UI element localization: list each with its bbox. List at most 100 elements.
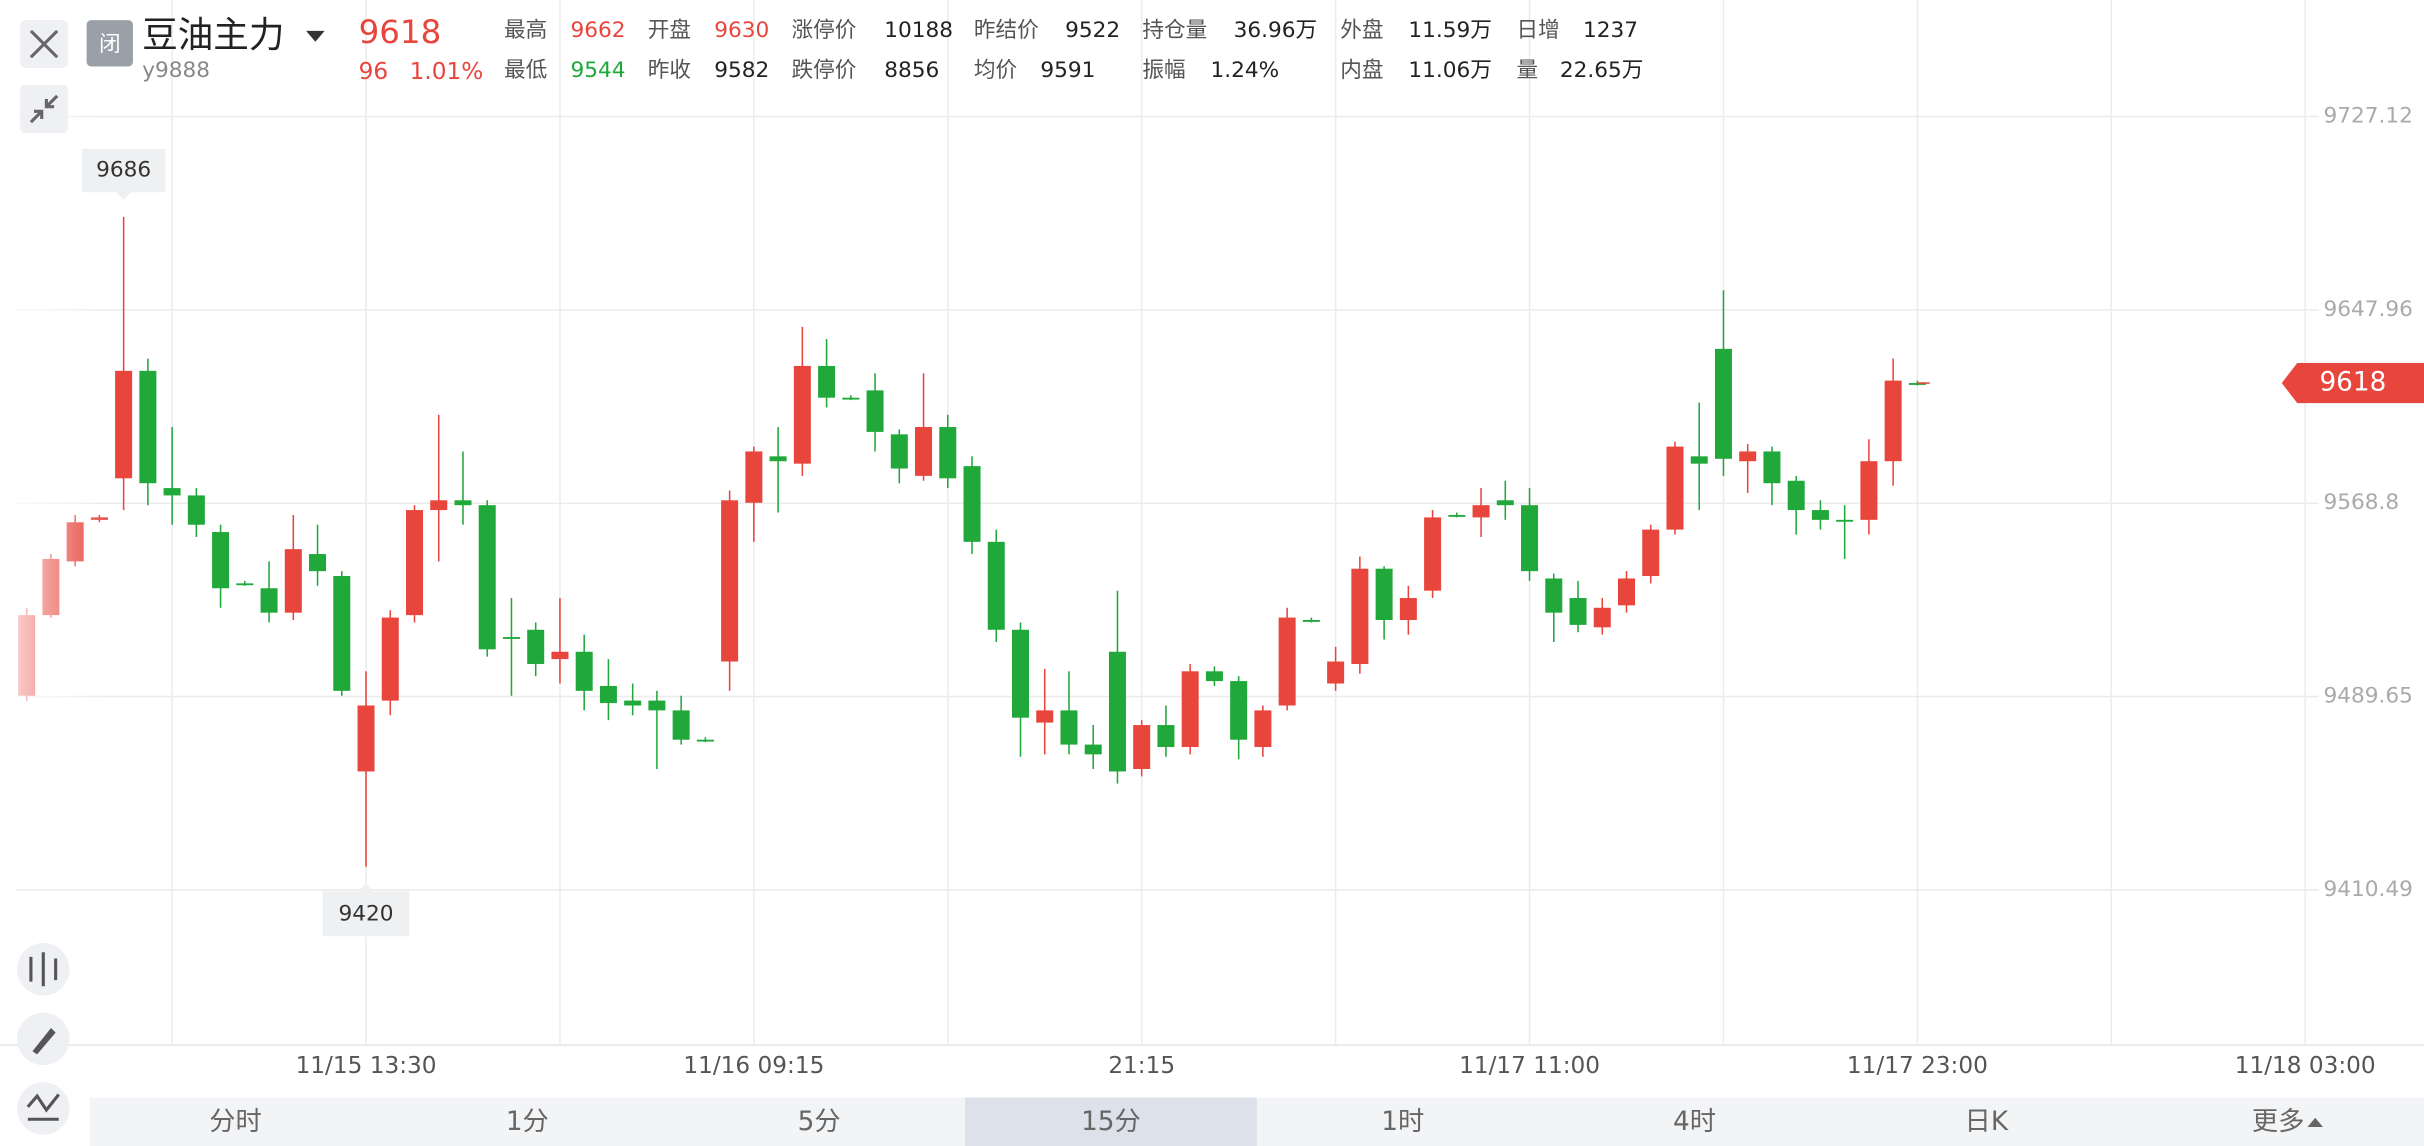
dropdown-icon[interactable] <box>306 30 325 42</box>
last-price-tag <box>2281 362 2424 404</box>
candle-body <box>551 651 569 660</box>
collapse-button[interactable] <box>20 85 69 133</box>
quote-label: 昨结价 <box>974 18 1039 43</box>
candle-body <box>1763 451 1781 484</box>
indicator-icon <box>26 1093 60 1121</box>
candle-body <box>745 451 763 503</box>
quote-value: 22.65万 <box>1560 58 1644 83</box>
x-tick-label: 11/16 09:15 <box>683 1052 824 1079</box>
candle-body <box>357 705 375 772</box>
y-tick-label: 9727.12 <box>2324 103 2413 128</box>
quote-label: 量 <box>1517 58 1539 83</box>
candle-body <box>527 629 545 664</box>
candle-body <box>1375 568 1393 621</box>
toolbar-left <box>17 20 70 1135</box>
tab-selected <box>965 1097 1257 1146</box>
candle-body <box>1787 480 1805 511</box>
candle-body <box>842 397 860 400</box>
contract-name[interactable]: 豆油主力 <box>142 15 284 56</box>
high-callout <box>81 148 166 200</box>
tab[interactable]: 5分 <box>798 1107 841 1137</box>
candle-body <box>187 495 205 525</box>
quote-label: 跌停价 <box>792 58 857 83</box>
quote-value: 11.06万 <box>1408 58 1492 83</box>
candle-body <box>309 554 327 572</box>
candle-body <box>1496 500 1514 506</box>
tab[interactable]: 15分 <box>1081 1107 1141 1137</box>
candle-body <box>1593 607 1611 628</box>
quote-value: 36.96万 <box>1234 18 1318 43</box>
x-tick-label: 11/17 23:00 <box>1847 1052 1988 1079</box>
quote-value: 9582 <box>714 58 769 83</box>
candle-body <box>963 466 981 542</box>
candle-body <box>212 532 230 589</box>
tab[interactable]: 分时 <box>209 1107 262 1137</box>
quote-label: 内盘 <box>1340 58 1383 83</box>
candle-body <box>1666 446 1684 530</box>
candle-body <box>1157 725 1175 748</box>
quote-value: 9591 <box>1040 58 1095 83</box>
labels: 9727.12 9647.96 9568.8 9489.65 9410.49 11/15 … <box>81 103 2424 1079</box>
candle-body <box>1569 598 1587 625</box>
x-tick-label: 21:15 <box>1108 1052 1175 1079</box>
candle-body <box>406 510 424 616</box>
candle-body <box>163 488 181 496</box>
last-price: 9618 <box>359 13 442 51</box>
x-tick-label: 11/15 13:30 <box>296 1052 437 1079</box>
quote-label: 涨停价 <box>792 18 857 43</box>
y-tick-label: 9568.8 <box>2324 490 2400 515</box>
candle-body <box>284 549 302 613</box>
close-icon <box>29 29 59 59</box>
tab[interactable]: 1分 <box>506 1107 549 1137</box>
candle-body <box>1036 710 1054 723</box>
candle-body <box>1836 519 1854 522</box>
x-tick-label: 11/18 03:00 <box>2235 1052 2376 1079</box>
tab[interactable]: 日K <box>1965 1107 2009 1137</box>
candle-body <box>599 685 617 704</box>
tab[interactable]: 4时 <box>1673 1107 1716 1137</box>
candle-body <box>890 434 908 469</box>
candle-body <box>236 583 254 586</box>
collapse-icon <box>29 94 59 124</box>
candle-body <box>502 637 520 639</box>
candle-body <box>1448 514 1466 517</box>
candle-body <box>624 700 642 706</box>
candle-body <box>648 700 666 711</box>
candle-body <box>1545 578 1563 613</box>
candle-body <box>1690 456 1708 464</box>
candle-body <box>1181 671 1199 748</box>
candle-body <box>1327 661 1345 684</box>
candle-body <box>115 370 133 479</box>
candle-body <box>1424 517 1442 591</box>
quote-label: 昨收 <box>648 58 691 83</box>
candle-body <box>381 617 399 701</box>
candle-body <box>1399 598 1417 621</box>
candle-body <box>866 390 884 432</box>
y-tick-label: 9410.49 <box>2324 877 2413 902</box>
quote-label: 日增 <box>1517 18 1560 43</box>
candle-body <box>672 710 690 740</box>
quote-label: 开盘 <box>648 18 691 43</box>
low-callout <box>322 883 410 937</box>
candle-body <box>430 500 448 511</box>
tab[interactable]: 更多 <box>2252 1107 2305 1137</box>
quote-label: 均价 <box>974 58 1017 83</box>
quote-label: 最高 <box>504 18 547 43</box>
last-price-label: 9618 <box>2319 368 2386 398</box>
candle-body <box>1302 620 1320 622</box>
candle-body <box>696 739 714 742</box>
change-pct: 1.01% <box>410 58 484 85</box>
candle-body <box>260 588 278 613</box>
candle-body <box>721 500 739 662</box>
quote-label: 最低 <box>504 58 547 83</box>
tab[interactable]: 1时 <box>1381 1107 1424 1137</box>
candle-body <box>1133 725 1151 770</box>
candle-body <box>139 370 157 484</box>
candle-body <box>1618 578 1636 606</box>
candle-body <box>1254 710 1272 748</box>
candle-body <box>939 427 957 479</box>
candle-body <box>1084 744 1102 755</box>
indicator-tool[interactable] <box>17 1082 70 1135</box>
